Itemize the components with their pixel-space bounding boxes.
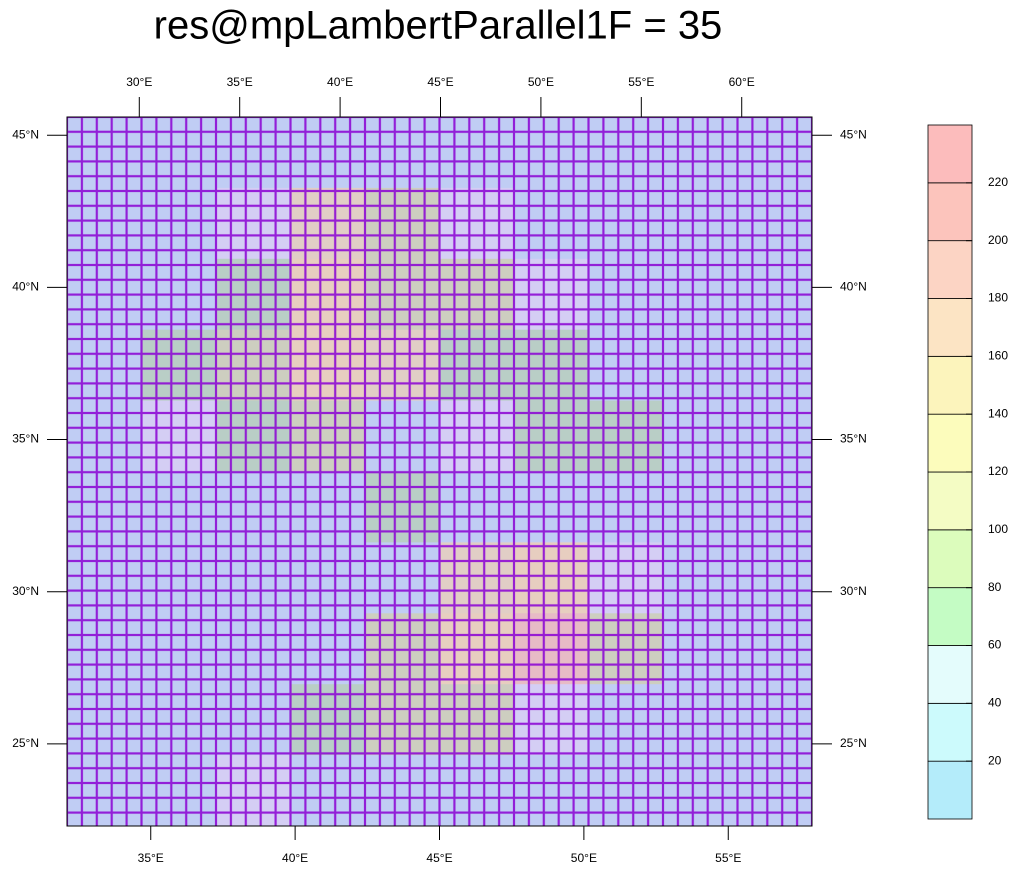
x-tick-label: 30°E [126, 75, 152, 89]
x-tick-label: 55°E [715, 851, 741, 865]
colorbar-box [927, 645, 973, 704]
y-tick-label: 45°N [12, 127, 39, 141]
x-tick-label: 50°E [571, 851, 597, 865]
x-tick-label: 50°E [528, 75, 554, 89]
x-tick-label: 45°E [426, 851, 452, 865]
colorbar-box [927, 587, 973, 646]
colorbar-box [927, 182, 973, 242]
x-tick-label: 60°E [729, 75, 755, 89]
colorbar-label: 60 [988, 638, 1002, 652]
y-tick-label: 35°N [12, 432, 39, 446]
colorbar-box [927, 413, 973, 473]
colorbar-box [927, 355, 973, 415]
colorbar-label: 220 [988, 175, 1008, 189]
chart-title: res@mpLambertParallel1F = 35 [154, 4, 723, 48]
x-tick-label: 35°E [227, 75, 253, 89]
x-tick-label: 35°E [138, 851, 164, 865]
x-tick-label: 45°E [427, 75, 453, 89]
y-tick-label: 25°N [12, 736, 39, 750]
colorbar-box [927, 760, 973, 820]
colorbar-label: 200 [988, 233, 1008, 247]
colorbar-label: 100 [988, 522, 1008, 536]
colorbar-box [927, 124, 973, 184]
colorbar-label: 80 [988, 580, 1002, 594]
colorbar-box [927, 529, 973, 589]
colorbar-box [927, 240, 973, 299]
y-tick-label: 35°N [840, 432, 867, 446]
colorbar-label: 120 [988, 464, 1008, 478]
colorbar-box [927, 298, 973, 357]
x-tick-label: 55°E [628, 75, 654, 89]
y-tick-label: 30°N [12, 584, 39, 598]
x-tick-label: 40°E [327, 75, 353, 89]
colorbar-label: 40 [988, 696, 1002, 710]
colorbar-label: 20 [988, 753, 1002, 767]
colorbar-label: 140 [988, 406, 1008, 420]
y-tick-label: 40°N [12, 280, 39, 294]
x-tick-label: 40°E [282, 851, 308, 865]
y-tick-label: 25°N [840, 736, 867, 750]
y-tick-label: 30°N [840, 584, 867, 598]
y-tick-label: 45°N [840, 127, 867, 141]
y-tick-label: 40°N [840, 280, 867, 294]
grid-lines [67, 117, 812, 826]
colorbar-label: 180 [988, 291, 1008, 305]
colorbar-label: 160 [988, 349, 1008, 363]
colorbar-box [927, 702, 973, 762]
colorbar-box [927, 471, 973, 531]
